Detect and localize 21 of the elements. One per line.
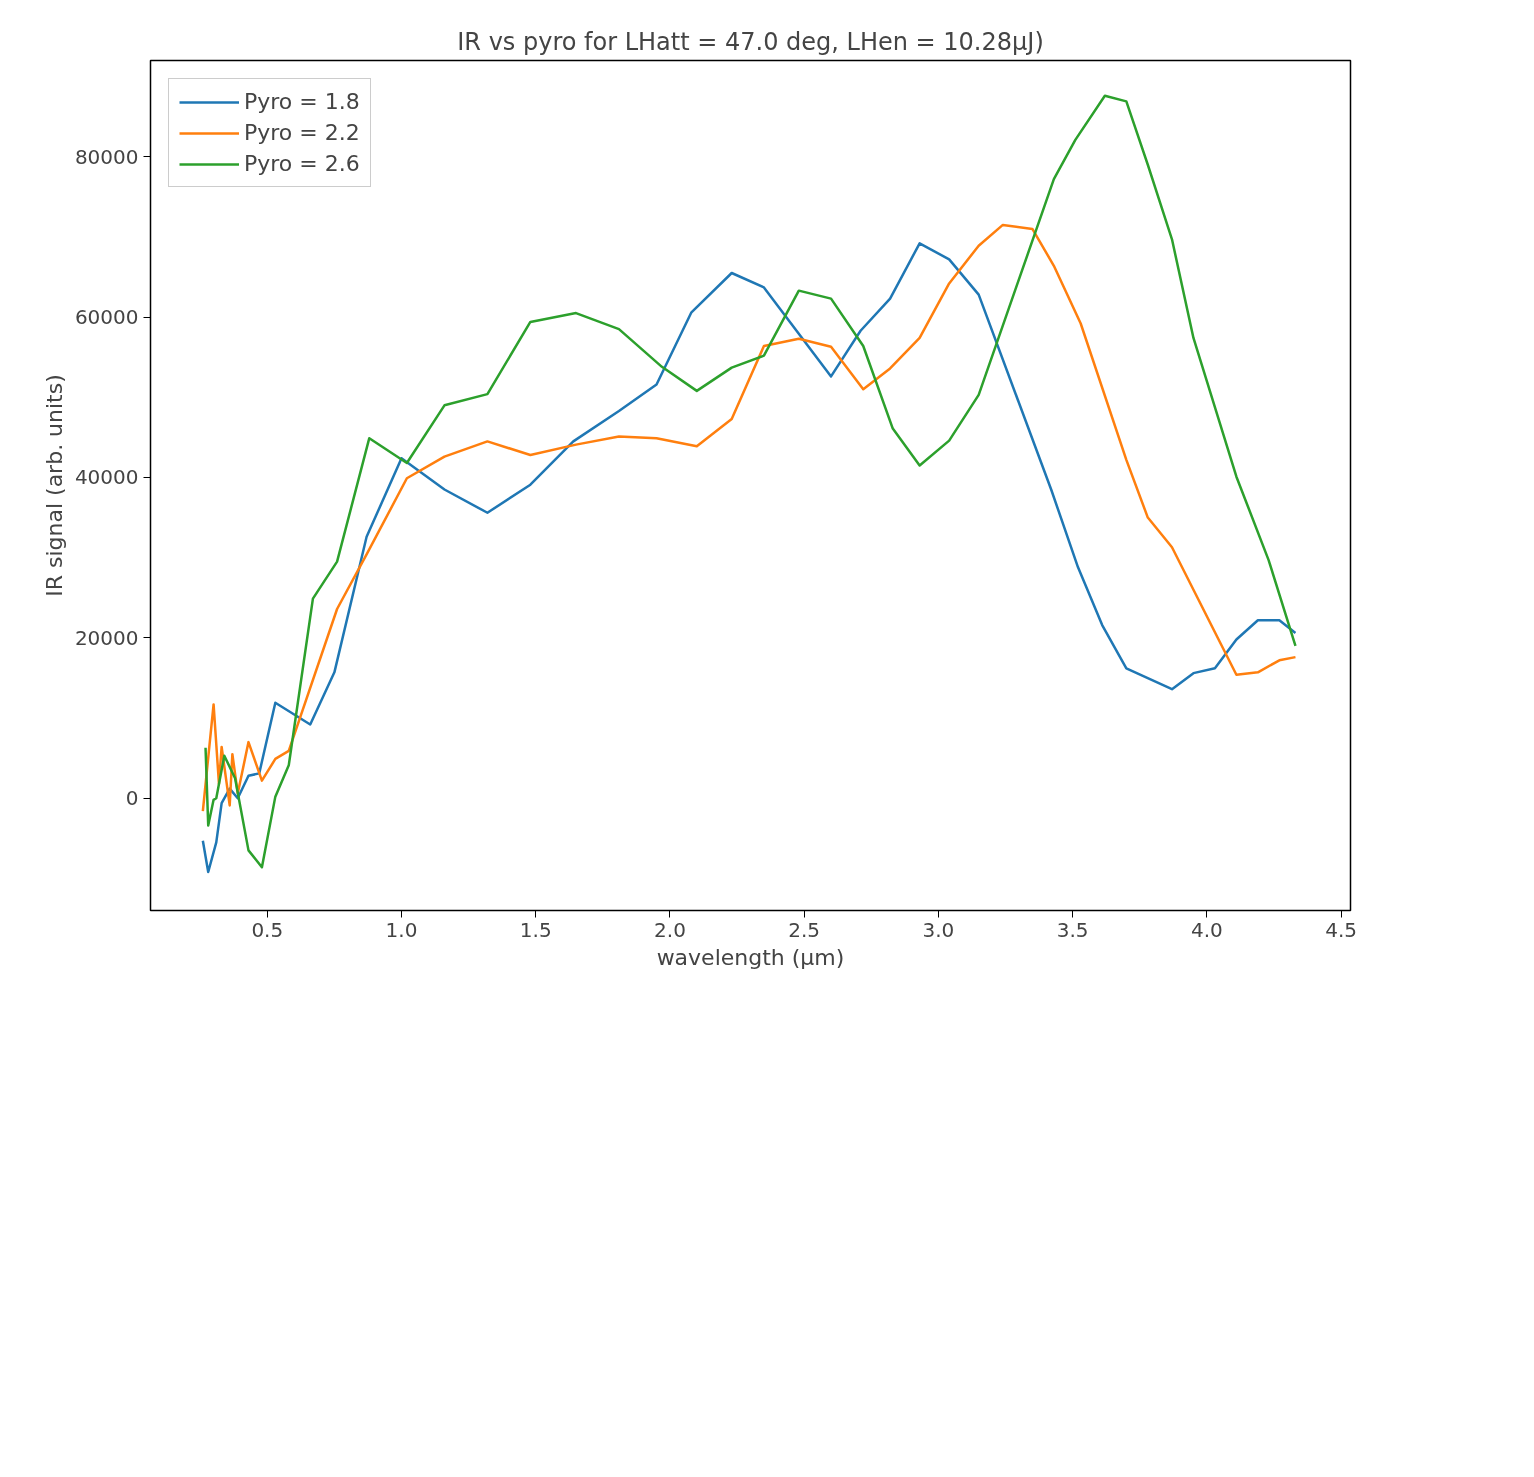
- x-tick-label: 4.0: [1190, 917, 1223, 942]
- line-series: [204, 94, 1297, 869]
- y-axis-title: IR signal (arb. units): [41, 374, 67, 597]
- y-tick-label: 20000: [74, 625, 139, 650]
- legend-label: Pyro = 2.2: [244, 120, 360, 145]
- y-tick-label: 80000: [74, 144, 139, 169]
- chart-title: IR vs pyro for LHatt = 47.0 deg, LHen = 10.28μJ): [457, 27, 1044, 56]
- x-tick-label: 4.5: [1325, 917, 1358, 942]
- x-tick-label: 2.0: [654, 917, 686, 942]
- x-tick-label: 2.5: [788, 917, 821, 942]
- x-axis-title: wavelength (μm): [656, 944, 845, 970]
- y-tick-label: 0: [125, 786, 139, 811]
- x-tick-label: 1.5: [519, 917, 552, 942]
- legend-label: Pyro = 1.8: [244, 89, 360, 114]
- x-tick-label: 3.0: [922, 917, 955, 942]
- y-tick-label: 60000: [74, 305, 139, 330]
- x-tick-label: 0.5: [251, 917, 284, 942]
- legend-label: Pyro = 2.6: [244, 151, 360, 176]
- x-tick-label: 3.5: [1056, 917, 1089, 942]
- x-tick-label: 1.0: [385, 917, 418, 942]
- y-tick-label: 40000: [74, 465, 139, 490]
